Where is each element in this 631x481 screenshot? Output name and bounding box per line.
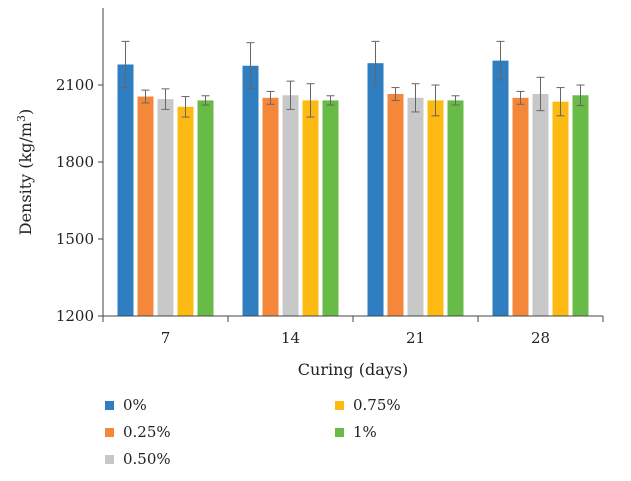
bar [447,100,464,317]
error-bar [451,95,460,106]
error-bar [161,88,170,110]
legend-swatch [105,427,114,437]
bar [387,93,404,316]
error-bar [411,83,420,113]
legend-item: 0% [105,396,147,414]
bar [492,60,509,316]
error-bar [141,89,150,104]
x-tick-label: 7 [161,329,171,347]
bar [282,95,299,317]
bar [532,93,549,316]
y-axis-title: Density (kg/m3) [15,109,36,235]
y-ticks: 1200 1500 1800 2100 [56,76,103,325]
x-tick-label: 14 [281,329,300,347]
density-bar-chart: 1200 1500 1800 2100 7 14 21 28 Curing (days) D… [15,8,604,379]
legend-swatch [335,400,344,410]
error-bars-layer [121,40,585,118]
legend-swatch [105,454,114,464]
legend-item: 0.50% [105,450,171,468]
error-bar [266,90,275,105]
bar [322,100,339,317]
legend-swatch [335,427,344,437]
x-tick-label: 28 [531,329,550,347]
y-axis-title-sup: 3 [15,115,28,122]
bar [572,95,589,317]
error-bar [496,40,505,81]
error-bar [391,87,400,101]
legend-label: 1% [353,423,377,441]
error-bar [181,96,190,118]
bar [427,100,444,317]
bar [262,97,279,316]
x-tick-label: 21 [406,329,425,347]
x-ticks: 7 14 21 28 [102,316,604,347]
bar [512,97,529,316]
legend-swatch [105,400,114,410]
legend-label: 0.25% [123,423,171,441]
bar [302,100,319,317]
legend-item: 0.75% [335,396,401,414]
legend-item: 1% [335,423,377,441]
error-bar [286,80,295,110]
bar [157,99,174,316]
error-bar [431,84,440,117]
bar [407,97,424,316]
error-bar [556,87,565,117]
chart-legend: 0% 0.25% 0.50% 0.75% 1% [105,396,525,476]
bar [137,96,154,316]
legend-label: 0.75% [353,396,401,414]
error-bar [121,40,130,89]
bar [197,100,214,317]
legend-label: 0% [123,396,147,414]
x-axis-title: Curing (days) [298,360,408,379]
bar [367,63,384,316]
legend-item: 0.25% [105,423,171,441]
bar [177,106,194,316]
error-bar [516,90,525,105]
bar [117,64,134,316]
legend-label: 0.50% [123,450,171,468]
bar [552,101,569,316]
error-bar [246,42,255,90]
y-axis-title-main: Density (kg/m [16,122,35,235]
error-bar [306,83,315,118]
y-tick-label: 1500 [56,230,94,248]
error-bar [326,95,335,106]
y-axis-title-close: ) [16,109,35,115]
y-tick-label: 1800 [56,153,94,171]
error-bar [536,76,545,112]
y-tick-label: 1200 [56,307,94,325]
bar [242,65,259,316]
y-tick-label: 2100 [56,76,94,94]
error-bar [201,95,210,106]
error-bar [576,84,585,107]
error-bar [371,40,380,86]
bars-layer [117,60,589,317]
